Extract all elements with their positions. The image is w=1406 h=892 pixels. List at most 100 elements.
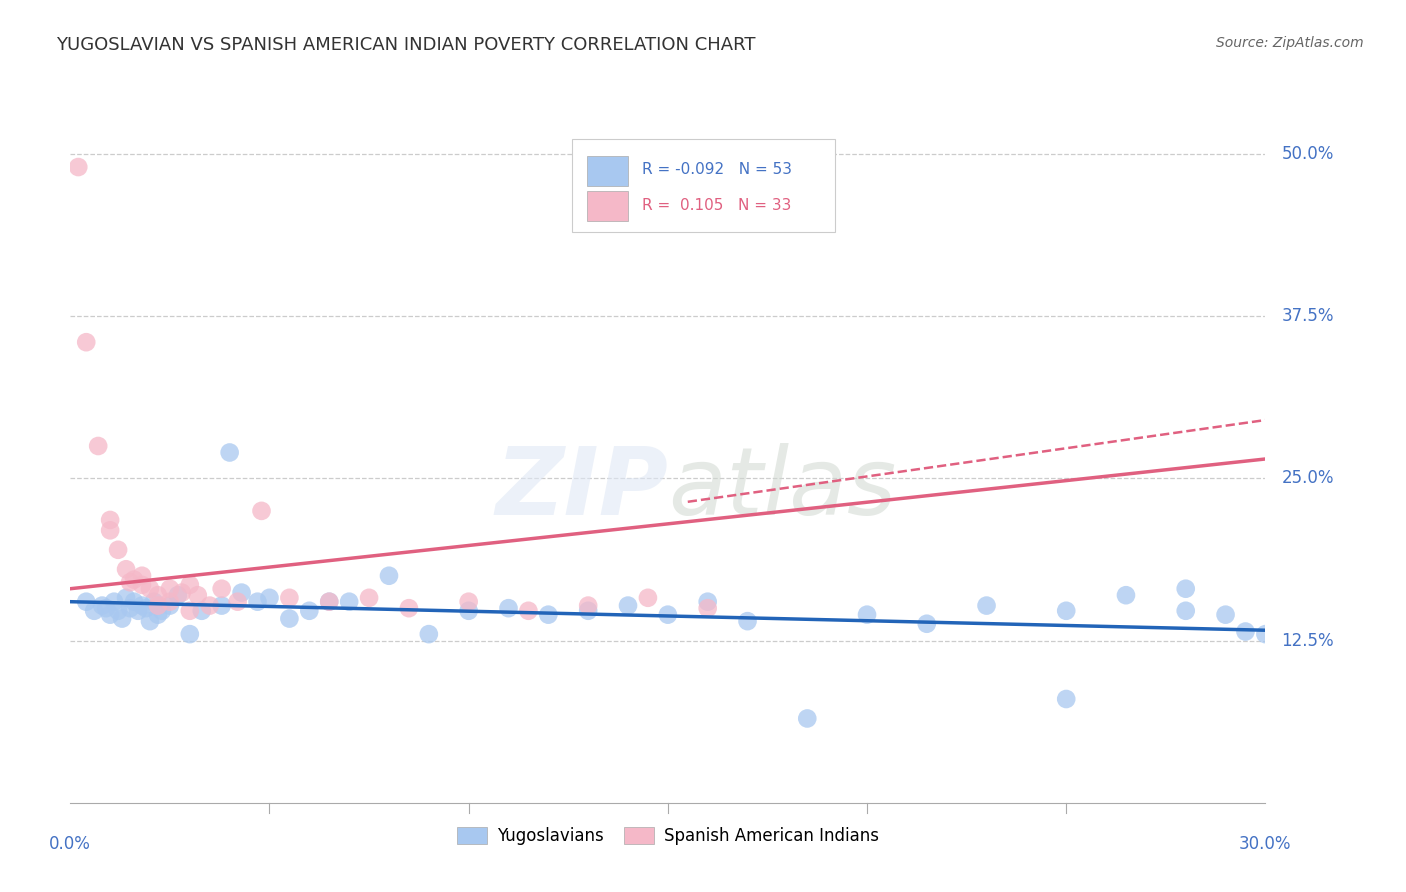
Point	[131, 599, 153, 613]
Point	[159, 582, 181, 596]
Point	[657, 607, 679, 622]
Text: 25.0%: 25.0%	[1281, 469, 1334, 487]
Point	[298, 604, 321, 618]
FancyBboxPatch shape	[572, 139, 835, 232]
Point	[318, 595, 340, 609]
Point	[191, 604, 214, 618]
Text: R = -0.092   N = 53: R = -0.092 N = 53	[641, 162, 792, 178]
Point	[111, 611, 134, 625]
Point	[115, 591, 138, 605]
Point	[75, 335, 97, 350]
Point	[617, 599, 640, 613]
Point	[246, 595, 269, 609]
Text: Source: ZipAtlas.com: Source: ZipAtlas.com	[1216, 36, 1364, 50]
Point	[167, 588, 190, 602]
Point	[131, 578, 153, 592]
Point	[122, 573, 145, 587]
Point	[107, 542, 129, 557]
Point	[120, 575, 141, 590]
Point	[98, 524, 121, 538]
Point	[159, 599, 181, 613]
Point	[83, 604, 105, 618]
Point	[1215, 607, 1237, 622]
Text: 0.0%: 0.0%	[49, 835, 91, 854]
Point	[103, 595, 125, 609]
Point	[737, 614, 759, 628]
Point	[218, 445, 240, 459]
Point	[1234, 624, 1257, 639]
Point	[98, 513, 121, 527]
Point	[976, 599, 998, 613]
Point	[115, 562, 138, 576]
Point	[211, 582, 233, 596]
FancyBboxPatch shape	[586, 155, 628, 186]
Point	[127, 604, 149, 618]
Point	[131, 568, 153, 582]
Point	[576, 599, 599, 613]
Point	[226, 595, 249, 609]
Point	[187, 588, 209, 602]
Point	[318, 595, 340, 609]
Point	[537, 607, 560, 622]
Point	[250, 504, 273, 518]
Point	[418, 627, 440, 641]
Point	[146, 588, 169, 602]
Point	[139, 614, 162, 628]
Point	[1054, 692, 1077, 706]
Point	[337, 595, 360, 609]
Point	[1174, 604, 1197, 618]
FancyBboxPatch shape	[586, 191, 628, 221]
Text: 30.0%: 30.0%	[1239, 835, 1292, 854]
Point	[915, 616, 938, 631]
Point	[198, 599, 221, 613]
Point	[211, 599, 233, 613]
Point	[150, 604, 173, 618]
Point	[796, 711, 818, 725]
Point	[179, 578, 201, 592]
Point	[1115, 588, 1137, 602]
Point	[1254, 627, 1277, 641]
Point	[498, 601, 520, 615]
Point	[1054, 604, 1077, 618]
Point	[159, 595, 181, 609]
Point	[179, 627, 201, 641]
Point	[139, 582, 162, 596]
Point	[517, 604, 540, 618]
Point	[359, 591, 381, 605]
Point	[146, 607, 169, 622]
Point	[91, 599, 114, 613]
Text: atlas: atlas	[668, 443, 896, 534]
Point	[98, 607, 121, 622]
Point	[259, 591, 281, 605]
Point	[696, 595, 718, 609]
Text: 50.0%: 50.0%	[1281, 145, 1334, 163]
Point	[457, 595, 479, 609]
Point	[75, 595, 97, 609]
Point	[179, 604, 201, 618]
Point	[398, 601, 420, 615]
Text: 12.5%: 12.5%	[1281, 632, 1334, 649]
Point	[96, 601, 117, 615]
Point	[457, 604, 479, 618]
Point	[122, 595, 145, 609]
Point	[278, 591, 301, 605]
Point	[135, 601, 157, 615]
Point	[637, 591, 659, 605]
Text: R =  0.105   N = 33: R = 0.105 N = 33	[641, 198, 792, 213]
Point	[107, 604, 129, 618]
Point	[278, 611, 301, 625]
Point	[231, 585, 253, 599]
Point	[67, 160, 90, 174]
Point	[170, 585, 193, 599]
Point	[856, 607, 879, 622]
Point	[146, 599, 169, 613]
Point	[120, 601, 141, 615]
Point	[576, 604, 599, 618]
Point	[378, 568, 401, 582]
Text: YUGOSLAVIAN VS SPANISH AMERICAN INDIAN POVERTY CORRELATION CHART: YUGOSLAVIAN VS SPANISH AMERICAN INDIAN P…	[56, 36, 756, 54]
Point	[696, 601, 718, 615]
Point	[87, 439, 110, 453]
Text: ZIP: ZIP	[495, 442, 668, 535]
Point	[143, 595, 166, 609]
Point	[1174, 582, 1197, 596]
